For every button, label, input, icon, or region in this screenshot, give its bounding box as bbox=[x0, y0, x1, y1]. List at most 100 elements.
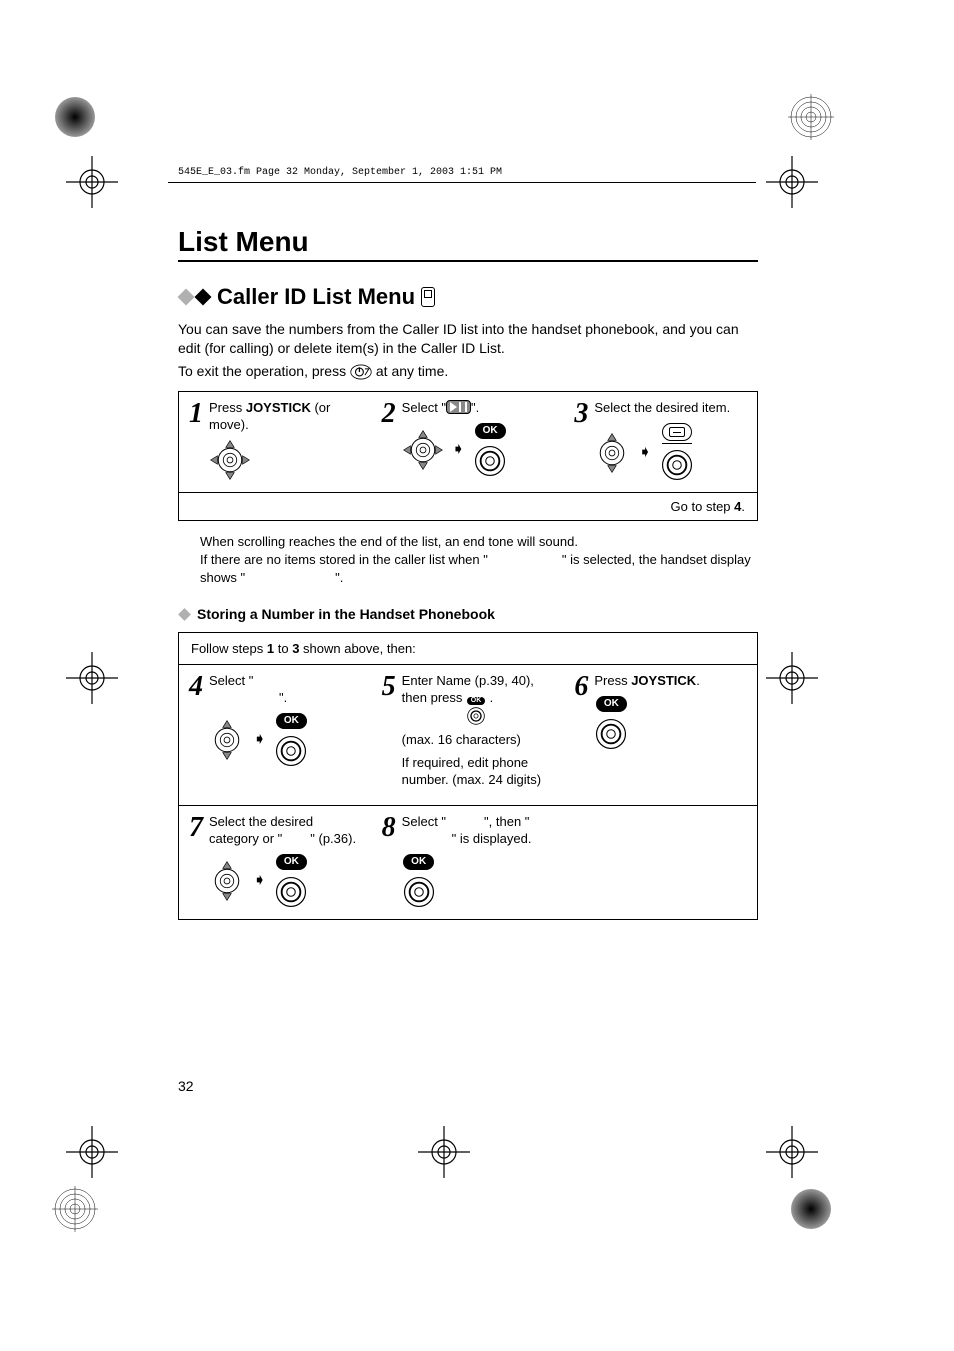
crop-mark-tl-icon bbox=[52, 94, 98, 140]
ok-button-stack: OK bbox=[594, 696, 628, 751]
t: Select " bbox=[402, 400, 446, 415]
crop-mark-br-icon bbox=[788, 1186, 834, 1232]
arrow-right-icon: ➧ bbox=[452, 442, 465, 458]
ok-button-stack: OK bbox=[274, 854, 308, 909]
step-2-controls: ➧ OK bbox=[402, 423, 555, 478]
ok-small: OK bbox=[467, 697, 486, 705]
ok-joystick-icon: OK bbox=[466, 697, 486, 726]
step-5: 5 Enter Name (p.39, 40), then press OK .… bbox=[372, 665, 565, 805]
steps-row-3: 7 Select the desired category or "" (p.3… bbox=[179, 806, 757, 919]
step-number: 5 bbox=[382, 673, 396, 795]
steps-1-3-box: 1 Press JOYSTICK (or move). bbox=[178, 391, 758, 522]
step-8-text: Select "", then "" is displayed. bbox=[402, 814, 555, 848]
subsection-title: Storing a Number in the Handset Phoneboo… bbox=[197, 606, 495, 622]
section-heading-row: Caller ID List Menu bbox=[178, 284, 758, 310]
diamond-bullet-icon bbox=[178, 291, 211, 303]
ring-button-icon bbox=[274, 734, 308, 768]
step-number: 7 bbox=[189, 814, 203, 909]
step-number: 6 bbox=[574, 673, 588, 795]
menu-button-stack bbox=[660, 423, 694, 483]
joystick-4way-icon bbox=[209, 439, 251, 481]
registration-mark-icon bbox=[62, 648, 122, 708]
step-number: 3 bbox=[574, 400, 588, 483]
t: Select the desired category or " bbox=[209, 814, 313, 846]
section-heading: Caller ID List Menu bbox=[217, 284, 415, 310]
step-empty bbox=[564, 806, 757, 919]
step-1-text: Press JOYSTICK (or move). bbox=[209, 400, 362, 434]
arrow-right-icon: ➧ bbox=[638, 445, 651, 461]
t: Press bbox=[209, 400, 246, 415]
menu-pill-underlined bbox=[662, 423, 692, 445]
page-title: List Menu bbox=[178, 226, 758, 258]
joystick-updown-icon bbox=[209, 719, 245, 761]
registration-mark-icon bbox=[762, 648, 822, 708]
caller-list-icon bbox=[446, 400, 471, 414]
note-line-2: If there are no items stored in the call… bbox=[200, 551, 758, 586]
step-2-text: Select " ". bbox=[402, 400, 555, 417]
step-number: 8 bbox=[382, 814, 396, 909]
t: ". bbox=[335, 570, 343, 585]
ok-button-stack: OK bbox=[402, 854, 436, 909]
step-5-text-2: (max. 16 characters) bbox=[402, 732, 555, 749]
step-7-controls: ➧ OK bbox=[209, 854, 362, 909]
follow-steps-row: Follow steps 1 to 3 shown above, then: bbox=[179, 633, 757, 665]
step-6-text: Press JOYSTICK. bbox=[594, 673, 747, 690]
step-2: 2 Select " ". bbox=[372, 392, 565, 493]
intro-pre: To exit the operation, press bbox=[178, 363, 350, 379]
t: Select " bbox=[209, 673, 253, 688]
t: JOYSTICK bbox=[631, 673, 696, 688]
page-content: List Menu Caller ID List Menu You can sa… bbox=[178, 160, 758, 920]
menu-pill-icon bbox=[662, 423, 692, 441]
step-5-text-3: If required, edit phone number. (max. 24… bbox=[402, 755, 555, 789]
title-rule bbox=[178, 260, 758, 262]
step-8-controls: OK bbox=[402, 854, 555, 909]
subsection-heading: Storing a Number in the Handset Phoneboo… bbox=[178, 606, 758, 622]
step-1: 1 Press JOYSTICK (or move). bbox=[179, 392, 372, 493]
ring-button-icon bbox=[660, 448, 694, 482]
t: Go to step bbox=[671, 499, 735, 514]
t: " (p.36). bbox=[310, 831, 356, 846]
t: Press bbox=[594, 673, 631, 688]
joystick-updown-icon bbox=[209, 860, 245, 902]
step-6: 6 Press JOYSTICK. OK bbox=[564, 665, 757, 805]
t: " is displayed. bbox=[452, 831, 532, 846]
note-line-1: When scrolling reaches the end of the li… bbox=[200, 533, 758, 551]
steps-row-2: 4 Select "". ➧ bbox=[179, 665, 757, 806]
step-7: 7 Select the desired category or "" (p.3… bbox=[179, 806, 372, 919]
step-1-controls bbox=[209, 439, 362, 481]
step-8: 8 Select "", then "" is displayed. OK bbox=[372, 806, 565, 919]
ok-pill-icon: OK bbox=[276, 713, 307, 729]
note-block: When scrolling reaches the end of the li… bbox=[178, 527, 758, 592]
step-number: 2 bbox=[382, 400, 396, 483]
t: . bbox=[490, 690, 494, 705]
diamond-bullet-icon bbox=[178, 608, 191, 621]
step-7-text: Select the desired category or "" (p.36)… bbox=[209, 814, 362, 848]
registration-mark-icon bbox=[762, 152, 822, 212]
t: shown above, then: bbox=[299, 641, 415, 656]
t: . bbox=[741, 499, 745, 514]
ok-pill-icon: OK bbox=[276, 854, 307, 870]
joystick-updown-icon bbox=[594, 432, 630, 474]
joystick-4way-icon bbox=[402, 429, 444, 471]
t: . bbox=[696, 673, 700, 688]
step-4: 4 Select "". ➧ bbox=[179, 665, 372, 805]
intro-text-1: You can save the numbers from the Caller… bbox=[178, 320, 758, 358]
ok-pill-icon: OK bbox=[596, 696, 627, 712]
ring-button-icon bbox=[274, 875, 308, 909]
registration-mark-icon bbox=[62, 1122, 122, 1182]
step-number: 4 bbox=[189, 673, 203, 795]
goto-step-4: Go to step 4. bbox=[179, 493, 757, 520]
crop-mark-bl-icon bbox=[52, 1186, 98, 1232]
page-number: 32 bbox=[178, 1078, 194, 1094]
t: ". bbox=[279, 690, 287, 705]
intro-post: at any time. bbox=[376, 363, 448, 379]
handset-icon bbox=[421, 287, 435, 307]
step-3-text: Select the desired item. bbox=[594, 400, 747, 417]
step-5-text-1: Enter Name (p.39, 40), then press OK . bbox=[402, 673, 555, 726]
step-4-text: Select " ". bbox=[209, 673, 362, 707]
ok-pill-icon: OK bbox=[403, 854, 434, 870]
t: to bbox=[274, 641, 292, 656]
t: Follow steps bbox=[191, 641, 267, 656]
registration-mark-icon bbox=[762, 1122, 822, 1182]
t: ". bbox=[471, 400, 479, 415]
